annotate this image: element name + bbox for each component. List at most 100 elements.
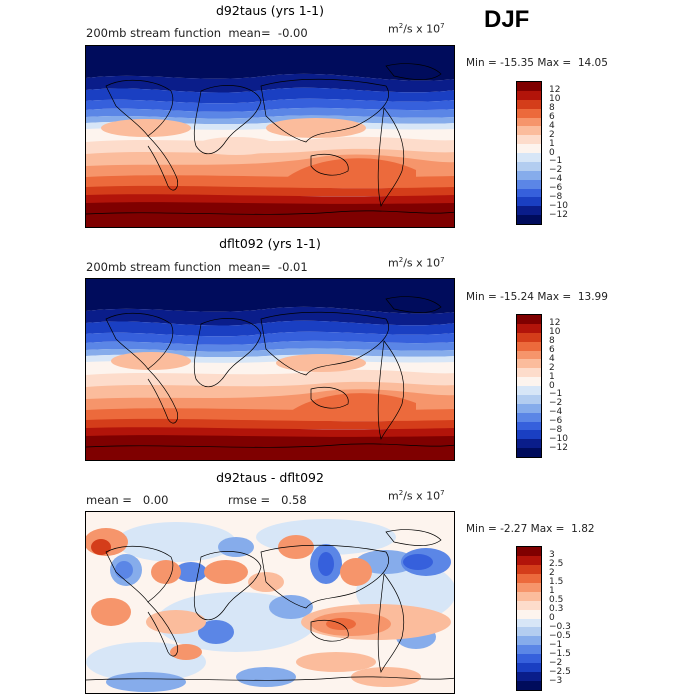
colorbar-segment xyxy=(517,323,541,333)
colorbar-segment xyxy=(517,618,541,628)
colorbar-tick-label: −4 xyxy=(549,407,563,418)
colorbar-segment xyxy=(517,377,541,386)
colorbar-tick-label: 10 xyxy=(549,94,561,105)
colorbar-tick-label: 1.5 xyxy=(549,577,564,588)
colorbar-tick-label: −12 xyxy=(549,442,568,453)
colorbar-tick-label: 4 xyxy=(549,120,555,131)
colorbar-tick-label: −6 xyxy=(549,183,563,193)
colorbar-tick-label: −2 xyxy=(549,657,563,668)
colorbar-tick-label: 0.5 xyxy=(549,595,564,606)
panel2-subtitle: 200mb stream function mean= -0.01 xyxy=(86,260,308,274)
panel3-units: m2/s x 107 xyxy=(388,489,445,503)
colorbar-tick-label: −3 xyxy=(549,675,563,686)
colorbar-tick-label: −8 xyxy=(549,191,563,202)
colorbar-tick-label: −8 xyxy=(549,424,563,435)
colorbar-segment xyxy=(517,170,541,180)
colorbar-segment xyxy=(517,359,541,369)
panel2-title: dflt092 (yrs 1-1) xyxy=(219,236,321,251)
colorbar-segment xyxy=(517,439,541,449)
colorbar-segment xyxy=(517,179,541,189)
season-label: DJF xyxy=(484,6,530,33)
colorbar-segment xyxy=(517,82,541,91)
colorbar-tick-label: −0.3 xyxy=(549,621,571,632)
colorbar-segment xyxy=(517,555,541,565)
colorbar-segment xyxy=(517,126,541,136)
colorbar-tick-label: 2 xyxy=(549,129,555,140)
colorbar-segment xyxy=(517,206,541,216)
colorbar-segment xyxy=(517,403,541,413)
colorbar-segment xyxy=(517,636,541,646)
colorbar-tick-label: 8 xyxy=(549,103,555,114)
colorbar-segment xyxy=(517,564,541,574)
colorbar-tick-label: −2 xyxy=(549,398,563,409)
panel2-units: m2/s x 107 xyxy=(388,256,445,270)
colorbar-tick-label: 1 xyxy=(549,586,555,597)
colorbar-segment xyxy=(517,645,541,655)
colorbar-segment xyxy=(517,412,541,422)
colorbar-tick-label: −1 xyxy=(549,639,563,650)
colorbar-segment xyxy=(517,573,541,583)
colorbar-segment xyxy=(517,144,541,153)
colorbar-segment xyxy=(517,591,541,601)
panel2-minmax: Min = -15.24 Max = 13.99 xyxy=(466,291,608,303)
colorbar-tick-label: −4 xyxy=(549,174,563,185)
panel1-subtitle: 200mb stream function mean= -0.00 xyxy=(86,26,308,40)
colorbar-tick-label: −1 xyxy=(549,156,563,167)
panel3-map xyxy=(85,511,455,694)
colorbar-tick-label: 6 xyxy=(549,112,555,122)
colorbar-segment xyxy=(517,215,541,224)
panel1-minmax: Min = -15.35 Max = 14.05 xyxy=(466,57,608,69)
colorbar-tick-label: −10 xyxy=(549,200,568,211)
colorbar-segment xyxy=(517,197,541,207)
colorbar-segment xyxy=(517,394,541,404)
colorbar-segment xyxy=(517,627,541,637)
panel2-colorbar xyxy=(516,314,542,458)
colorbar-tick-label: 8 xyxy=(549,336,555,347)
panel3-colorbar xyxy=(516,546,542,691)
colorbar-segment xyxy=(517,600,541,610)
colorbar-segment xyxy=(517,188,541,198)
colorbar-segment xyxy=(517,430,541,440)
colorbar-tick-label: −12 xyxy=(549,209,568,220)
colorbar-tick-label: −1 xyxy=(549,389,563,400)
colorbar-segment xyxy=(517,663,541,673)
colorbar-segment xyxy=(517,672,541,682)
colorbar-segment xyxy=(517,341,541,351)
colorbar-segment xyxy=(517,350,541,360)
panel3-rmse: rmse = 0.58 xyxy=(228,493,307,507)
colorbar-tick-label: 3 xyxy=(549,550,555,561)
colorbar-tick-label: 1 xyxy=(549,138,555,149)
colorbar-segment xyxy=(517,99,541,109)
colorbar-segment xyxy=(517,90,541,100)
colorbar-tick-label: −2 xyxy=(549,165,563,176)
colorbar-segment xyxy=(517,153,541,162)
colorbar-tick-label: 12 xyxy=(549,318,561,329)
panel1-title: d92taus (yrs 1-1) xyxy=(215,3,324,18)
panel1-colorbar xyxy=(516,81,542,225)
colorbar-segment xyxy=(517,135,541,145)
colorbar-tick-label: 0 xyxy=(549,380,555,391)
colorbar-tick-label: 0 xyxy=(549,613,555,623)
panel3-title: d92taus - dflt092 xyxy=(216,470,324,485)
colorbar-tick-label: −2.5 xyxy=(549,666,571,677)
colorbar-segment xyxy=(517,161,541,171)
colorbar-tick-label: 4 xyxy=(549,353,555,364)
colorbar-tick-label: −10 xyxy=(549,433,568,444)
panel2-map xyxy=(85,278,455,461)
colorbar-tick-label: 1 xyxy=(549,371,555,382)
colorbar-segment xyxy=(517,421,541,431)
colorbar-tick-label: 12 xyxy=(549,85,561,96)
colorbar-tick-label: 2 xyxy=(549,362,555,373)
colorbar-segment xyxy=(517,315,541,324)
colorbar-segment xyxy=(517,547,541,556)
panel1-map xyxy=(85,45,455,228)
panel3-mean: mean = 0.00 xyxy=(86,493,169,507)
colorbar-tick-label: 6 xyxy=(549,345,555,355)
panel3-minmax: Min = -2.27 Max = 1.82 xyxy=(466,523,595,535)
colorbar-segment xyxy=(517,654,541,664)
colorbar-tick-label: 2.5 xyxy=(549,559,564,570)
colorbar-segment xyxy=(517,609,541,619)
colorbar-tick-label: 0.3 xyxy=(549,604,564,615)
colorbar-segment xyxy=(517,368,541,378)
colorbar-tick-label: −6 xyxy=(549,416,563,426)
